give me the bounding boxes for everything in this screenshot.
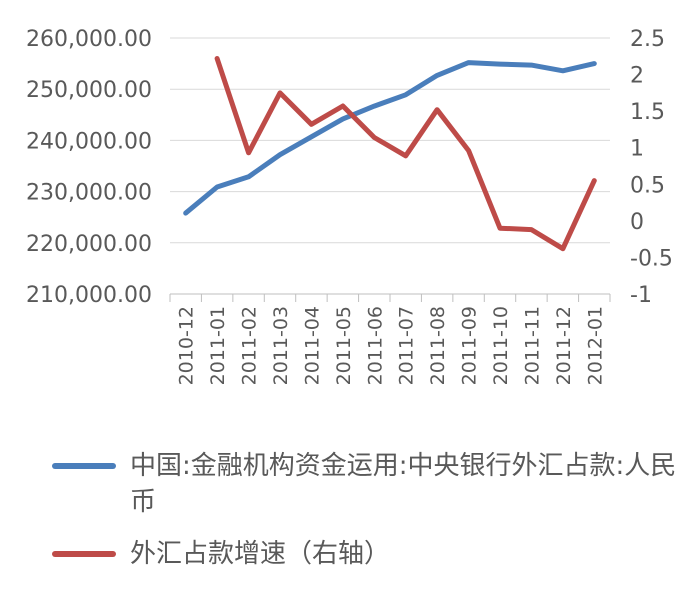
right-y-tick-label: 0.5 [630,173,665,198]
legend: 中国:金融机构资金运用:中央银行外汇占款:人民币 外汇占款增速（右轴） [52,448,692,572]
x-tick-label: 2011-09 [459,306,481,385]
x-tick-label: 2011-06 [364,306,386,385]
legend-item-series-1: 中国:金融机构资金运用:中央银行外汇占款:人民币 [52,448,692,520]
right-y-tick-label: 1 [630,137,644,162]
series-lines [183,56,597,252]
x-tick-label: 2011-03 [270,306,292,385]
legend-swatch-red [52,551,116,557]
left-y-tick-label: 260,000.00 [26,27,152,52]
x-tick-label: 2011-07 [396,306,418,385]
left-y-axis: 210,000.00 220,000.00 230,000.00 240,000.00… [26,27,152,308]
x-tick-label: 2011-10 [490,306,512,385]
right-y-tick-label: 0 [630,210,644,235]
left-y-tick-label: 250,000.00 [26,78,152,103]
x-tick-label: 2011-01 [207,306,229,385]
legend-item-series-2: 外汇占款增速（右轴） [52,536,692,572]
x-tick-label: 2011-08 [427,306,449,385]
left-y-tick-label: 240,000.00 [26,129,152,154]
x-tick-label: 2012-01 [584,306,606,385]
series-line-2 [214,56,597,252]
x-tick-label: 2011-02 [239,306,261,385]
right-y-tick-label: 2 [630,64,644,89]
right-y-axis: -1 -0.5 0 0.5 1 1.5 2 2.5 [630,27,673,308]
x-axis: 2010-12 2011-01 2011-02 2011-03 2011-04 2011-… [169,293,611,385]
right-y-tick-label: 1.5 [630,100,665,125]
x-tick-label: 2011-11 [521,306,543,385]
x-tick-label: 2011-04 [301,306,323,385]
dual-axis-line-chart: 2010-12 2011-01 2011-02 2011-03 2011-04 2011-… [26,27,673,385]
legend-label-series-1: 中国:金融机构资金运用:中央银行外汇占款:人民币 [130,451,677,517]
x-tick-label: 2011-05 [333,306,355,385]
x-tick-label: 2011-12 [553,306,575,385]
right-y-tick-label: -0.5 [630,246,673,271]
x-tick-label: 2010-12 [176,306,198,385]
series-line-1 [183,60,597,216]
left-y-tick-label: 210,000.00 [26,283,152,308]
left-y-tick-label: 230,000.00 [26,181,152,206]
legend-swatch-blue [52,463,116,469]
legend-label-series-2: 外汇占款增速（右轴） [130,539,391,569]
right-y-tick-label: -1 [630,283,652,308]
right-y-tick-label: 2.5 [630,27,665,52]
left-y-tick-label: 220,000.00 [26,232,152,257]
